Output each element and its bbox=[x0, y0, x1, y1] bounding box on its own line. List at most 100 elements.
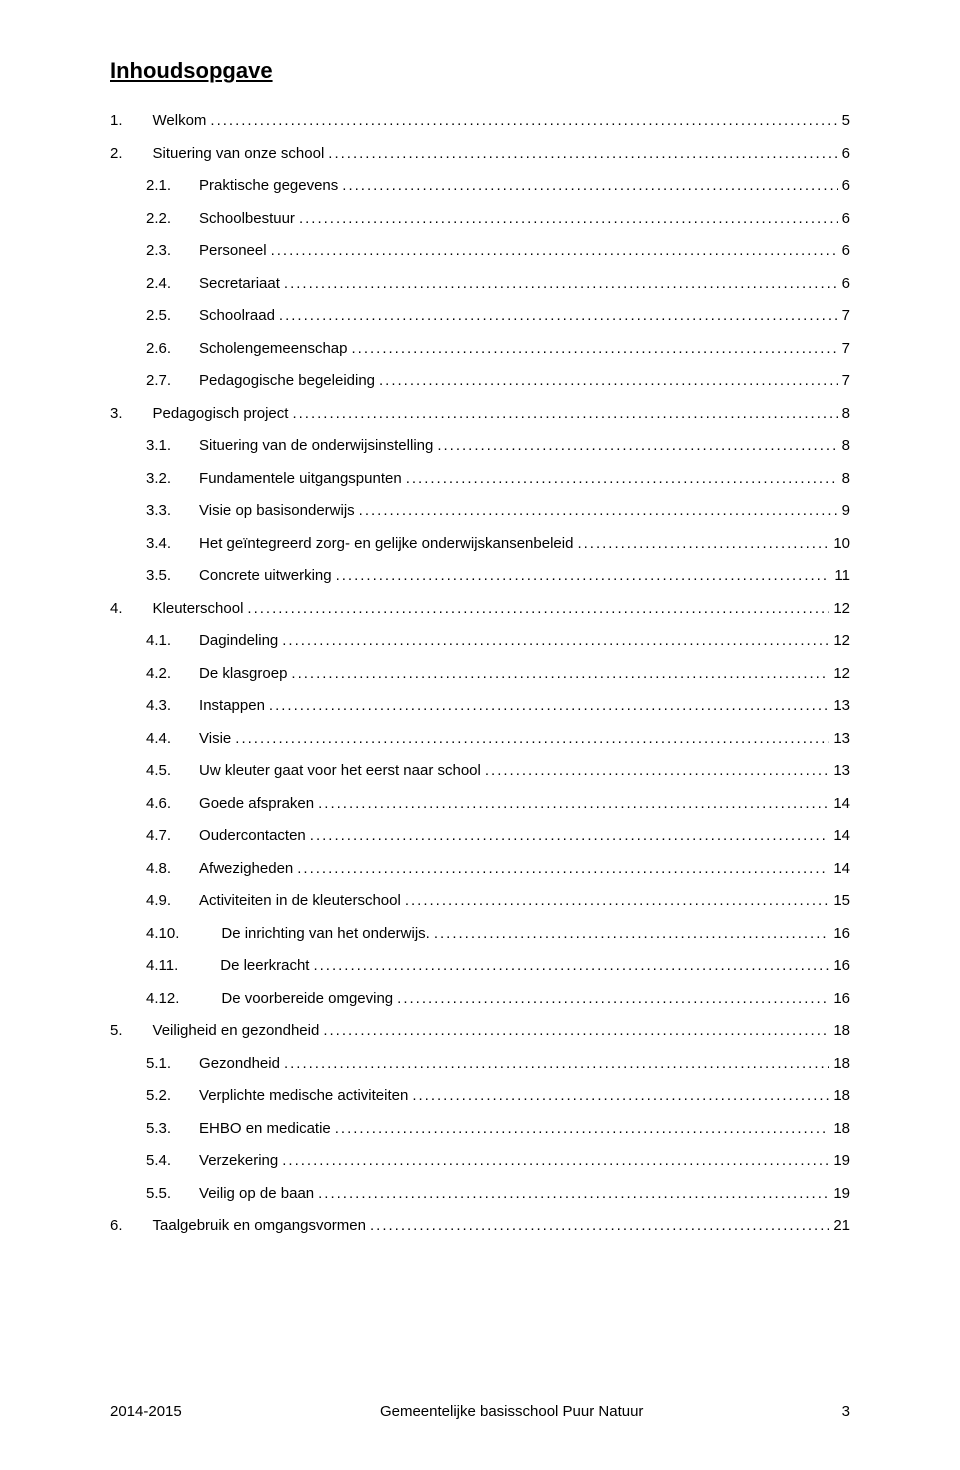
toc-entry-page: 7 bbox=[842, 340, 850, 357]
toc-entry-number: 5.1. bbox=[146, 1055, 171, 1072]
toc-leader-dots bbox=[284, 275, 838, 292]
toc-entry[interactable]: 4.5.Uw kleuter gaat voor het eerst naar … bbox=[110, 762, 850, 779]
toc-entry-title: Situering van onze school bbox=[153, 145, 325, 162]
toc-entry-title: Scholengemeenschap bbox=[199, 340, 347, 357]
toc-entry[interactable]: 4.Kleuterschool 12 bbox=[110, 600, 850, 617]
toc-entry-number: 4.2. bbox=[146, 665, 171, 682]
toc-entry-number: 6. bbox=[110, 1217, 123, 1234]
toc-leader-dots bbox=[412, 1087, 829, 1104]
toc-entry-title: De inrichting van het onderwijs. bbox=[221, 925, 429, 942]
toc-entry-page: 15 bbox=[833, 892, 850, 909]
toc-leader-dots bbox=[406, 470, 838, 487]
toc-entry[interactable]: 5.3.EHBO en medicatie 18 bbox=[110, 1120, 850, 1137]
toc-entry[interactable]: 2.6.Scholengemeenschap 7 bbox=[110, 340, 850, 357]
toc-entry[interactable]: 6.Taalgebruik en omgangsvormen 21 bbox=[110, 1217, 850, 1234]
toc-entry-page: 8 bbox=[842, 437, 850, 454]
toc-entry[interactable]: 1.Welkom 5 bbox=[110, 112, 850, 129]
toc-leader-dots bbox=[271, 242, 838, 259]
toc-entry-number: 2.1. bbox=[146, 177, 171, 194]
toc-entry[interactable]: 2.3.Personeel 6 bbox=[110, 242, 850, 259]
toc-entry-title: Goede afspraken bbox=[199, 795, 314, 812]
toc-entry[interactable]: 4.3.Instappen 13 bbox=[110, 697, 850, 714]
toc-entry-title: Gezondheid bbox=[199, 1055, 280, 1072]
toc-entry-title: Pedagogisch project bbox=[153, 405, 289, 422]
toc-entry[interactable]: 4.11.De leerkracht 16 bbox=[110, 957, 850, 974]
toc-entry-title: Taalgebruik en omgangsvormen bbox=[153, 1217, 366, 1234]
toc-leader-dots bbox=[577, 535, 829, 552]
toc-entry[interactable]: 3.1. Situering van de onderwijsinstelling… bbox=[110, 437, 850, 454]
toc-entry-number: 5.5. bbox=[146, 1185, 171, 1202]
toc-entry-number: 4.9. bbox=[146, 892, 171, 909]
toc-entry-number: 3.1. bbox=[146, 437, 171, 454]
toc-entry[interactable]: 4.4.Visie 13 bbox=[110, 730, 850, 747]
toc-entry[interactable]: 2.7.Pedagogische begeleiding 7 bbox=[110, 372, 850, 389]
toc-entry-title: Veiligheid en gezondheid bbox=[153, 1022, 320, 1039]
toc-leader-dots bbox=[282, 1152, 829, 1169]
toc-entry[interactable]: 3.3.Visie op basisonderwijs 9 bbox=[110, 502, 850, 519]
toc-entry[interactable]: 4.2.De klasgroep 12 bbox=[110, 665, 850, 682]
toc-entry[interactable]: 3.Pedagogisch project 8 bbox=[110, 405, 850, 422]
toc-entry-page: 12 bbox=[833, 665, 850, 682]
toc-entry[interactable]: 4.9. Activiteiten in de kleuterschool 15 bbox=[110, 892, 850, 909]
toc-entry-page: 18 bbox=[833, 1087, 850, 1104]
footer-left: 2014-2015 bbox=[110, 1403, 182, 1420]
toc-entry-page: 13 bbox=[833, 697, 850, 714]
toc-entry[interactable]: 4.7.Oudercontacten 14 bbox=[110, 827, 850, 844]
toc-entry-number: 5.2. bbox=[146, 1087, 171, 1104]
toc-entry-title: Welkom bbox=[153, 112, 207, 129]
toc-entry[interactable]: 5.4.Verzekering 19 bbox=[110, 1152, 850, 1169]
toc-entry-page: 13 bbox=[833, 730, 850, 747]
toc-entry[interactable]: 5.2.Verplichte medische activiteiten 18 bbox=[110, 1087, 850, 1104]
toc-entry-page: 7 bbox=[842, 372, 850, 389]
toc-entry-number: 3.3. bbox=[146, 502, 171, 519]
toc-entry-title: Situering van de onderwijsinstelling bbox=[199, 437, 433, 454]
toc-entry[interactable]: 4.12.De voorbereide omgeving 16 bbox=[110, 990, 850, 1007]
toc-entry-title: Visie op basisonderwijs bbox=[199, 502, 355, 519]
toc-entry-page: 10 bbox=[833, 535, 850, 552]
toc-entry[interactable]: 2.2. Schoolbestuur 6 bbox=[110, 210, 850, 227]
toc-entry-title: Visie bbox=[199, 730, 231, 747]
toc-entry-page: 8 bbox=[842, 470, 850, 487]
toc-entry[interactable]: 3.2.Fundamentele uitgangspunten 8 bbox=[110, 470, 850, 487]
toc-entry-number: 2. bbox=[110, 145, 123, 162]
toc-entry[interactable]: 3.5.Concrete uitwerking 11 bbox=[110, 567, 850, 584]
toc-entry[interactable]: 4.6.Goede afspraken 14 bbox=[110, 795, 850, 812]
toc-entry[interactable]: 2.5.Schoolraad 7 bbox=[110, 307, 850, 324]
toc-entry-number: 2.2. bbox=[146, 210, 171, 227]
toc-entry[interactable]: 4.8.Afwezigheden 14 bbox=[110, 860, 850, 877]
toc-entry-number: 3.2. bbox=[146, 470, 171, 487]
toc-entry[interactable]: 2.1.Praktische gegevens 6 bbox=[110, 177, 850, 194]
toc-entry-page: 14 bbox=[833, 827, 850, 844]
toc-entry-title: Afwezigheden bbox=[199, 860, 293, 877]
toc-entry-title: Activiteiten in de kleuterschool bbox=[199, 892, 401, 909]
toc-entry-number: 4.11. bbox=[146, 957, 178, 974]
toc-entry-number: 4.5. bbox=[146, 762, 171, 779]
toc-entry[interactable]: 5.5.Veilig op de baan 19 bbox=[110, 1185, 850, 1202]
toc-entry[interactable]: 4.10.De inrichting van het onderwijs. 16 bbox=[110, 925, 850, 942]
toc-entry-page: 14 bbox=[833, 795, 850, 812]
toc-entry-page: 6 bbox=[842, 275, 850, 292]
toc-entry[interactable]: 5.1.Gezondheid 18 bbox=[110, 1055, 850, 1072]
toc-leader-dots bbox=[318, 1185, 829, 1202]
toc-entry-page: 6 bbox=[842, 145, 850, 162]
toc-entry[interactable]: 3.4.Het geïntegreerd zorg- en gelijke on… bbox=[110, 535, 850, 552]
toc-entry[interactable]: 2. Situering van onze school 6 bbox=[110, 145, 850, 162]
toc-leader-dots bbox=[485, 762, 829, 779]
toc-entry-number: 4.10. bbox=[146, 925, 179, 942]
toc-entry-page: 6 bbox=[842, 210, 850, 227]
toc-entry-number: 2.3. bbox=[146, 242, 171, 259]
toc-entry[interactable]: 5.Veiligheid en gezondheid 18 bbox=[110, 1022, 850, 1039]
toc-entry-title: Kleuterschool bbox=[153, 600, 244, 617]
toc-entry[interactable]: 2.4.Secretariaat 6 bbox=[110, 275, 850, 292]
toc-entry[interactable]: 4.1.Dagindeling 12 bbox=[110, 632, 850, 649]
toc-leader-dots bbox=[284, 1055, 829, 1072]
toc-entry-number: 3.5. bbox=[146, 567, 171, 584]
toc-leader-dots bbox=[328, 145, 837, 162]
toc-entry-page: 7 bbox=[842, 307, 850, 324]
toc-leader-dots bbox=[434, 925, 829, 942]
toc-entry-title: Schoolbestuur bbox=[199, 210, 295, 227]
toc-entry-number: 4.7. bbox=[146, 827, 171, 844]
toc-entry-title: Verzekering bbox=[199, 1152, 278, 1169]
toc-entry-page: 6 bbox=[842, 242, 850, 259]
footer-right: 3 bbox=[842, 1403, 850, 1420]
